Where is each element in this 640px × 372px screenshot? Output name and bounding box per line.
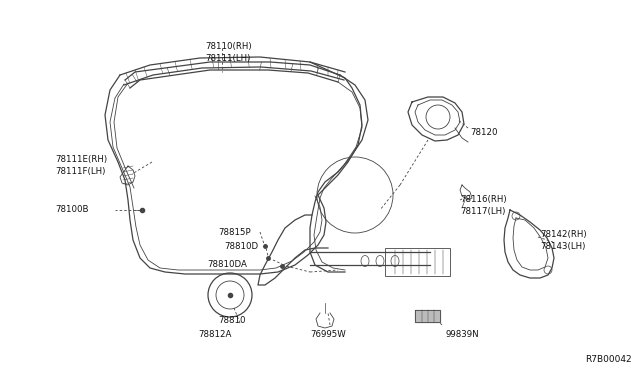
Text: 78142(RH): 78142(RH) (540, 230, 587, 239)
Text: 76995W: 76995W (310, 330, 346, 339)
Text: 78111(LH): 78111(LH) (205, 54, 250, 63)
Text: R7B00042: R7B00042 (586, 355, 632, 364)
Text: 78810: 78810 (218, 316, 246, 325)
Text: 78111F(LH): 78111F(LH) (55, 167, 106, 176)
Text: 78143(LH): 78143(LH) (540, 242, 586, 251)
Text: 78120: 78120 (470, 128, 497, 137)
Text: 78110(RH): 78110(RH) (205, 42, 252, 51)
Text: 78111E(RH): 78111E(RH) (55, 155, 107, 164)
Polygon shape (415, 310, 440, 322)
Text: 78116(RH): 78116(RH) (460, 195, 507, 204)
Text: 78117(LH): 78117(LH) (460, 207, 506, 216)
Text: 78810D: 78810D (224, 242, 258, 251)
Text: 78810DA: 78810DA (207, 260, 247, 269)
Text: 78100B: 78100B (55, 205, 88, 214)
Text: 78812A: 78812A (198, 330, 232, 339)
Text: 99839N: 99839N (445, 330, 479, 339)
Text: 78815P: 78815P (218, 228, 251, 237)
